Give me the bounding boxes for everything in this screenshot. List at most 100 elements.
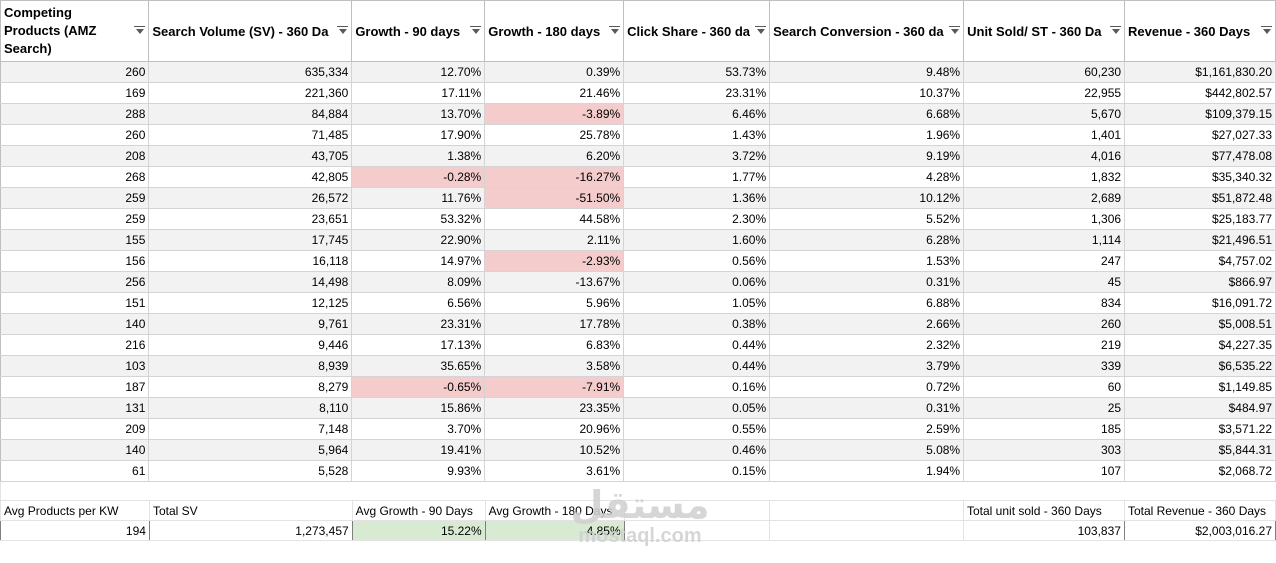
filter-dropdown-icon[interactable] bbox=[470, 26, 482, 36]
products-cell[interactable]: 140 bbox=[0, 439, 150, 461]
products-cell[interactable]: 187 bbox=[0, 376, 150, 398]
products-cell[interactable]: 259 bbox=[0, 187, 150, 209]
header-revenue[interactable]: Revenue - 360 Days bbox=[1124, 0, 1276, 62]
units-cell[interactable]: 247 bbox=[963, 250, 1126, 272]
header-search-conversion[interactable]: Search Conversion - 360 da bbox=[769, 0, 965, 62]
avg-growth-90-label[interactable]: Avg Growth - 90 Days bbox=[351, 500, 486, 521]
search-volume-cell[interactable]: 8,110 bbox=[148, 397, 353, 419]
empty-cell[interactable] bbox=[623, 500, 771, 521]
revenue-cell[interactable]: $51,872.48 bbox=[1124, 187, 1276, 209]
growth-90-cell[interactable]: 9.93% bbox=[351, 460, 486, 482]
growth-180-cell[interactable]: 0.39% bbox=[484, 61, 625, 83]
growth-180-cell[interactable]: 3.58% bbox=[484, 355, 625, 377]
search-volume-cell[interactable]: 635,334 bbox=[148, 61, 353, 83]
revenue-cell[interactable]: $442,802.57 bbox=[1124, 82, 1276, 104]
conversion-cell[interactable]: 9.48% bbox=[769, 61, 965, 83]
click-share-cell[interactable]: 1.77% bbox=[623, 166, 771, 188]
products-cell[interactable]: 216 bbox=[0, 334, 150, 356]
products-cell[interactable]: 103 bbox=[0, 355, 150, 377]
revenue-cell[interactable]: $77,478.08 bbox=[1124, 145, 1276, 167]
growth-90-cell[interactable]: 13.70% bbox=[351, 103, 486, 125]
avg-growth-180-label[interactable]: Avg Growth - 180 Days bbox=[484, 500, 625, 521]
growth-180-cell[interactable]: 3.61% bbox=[484, 460, 625, 482]
revenue-cell[interactable]: $25,183.77 bbox=[1124, 208, 1276, 230]
growth-90-cell[interactable]: -0.28% bbox=[351, 166, 486, 188]
search-volume-cell[interactable]: 8,279 bbox=[148, 376, 353, 398]
header-growth-180[interactable]: Growth - 180 days bbox=[484, 0, 625, 62]
header-unit-sold[interactable]: Unit Sold/ ST - 360 Da bbox=[963, 0, 1126, 62]
conversion-cell[interactable]: 1.96% bbox=[769, 124, 965, 146]
search-volume-cell[interactable]: 9,446 bbox=[148, 334, 353, 356]
search-volume-cell[interactable]: 9,761 bbox=[148, 313, 353, 335]
click-share-cell[interactable]: 0.05% bbox=[623, 397, 771, 419]
filter-dropdown-icon[interactable] bbox=[609, 26, 621, 36]
revenue-cell[interactable]: $35,340.32 bbox=[1124, 166, 1276, 188]
growth-180-cell[interactable]: 44.58% bbox=[484, 208, 625, 230]
search-volume-cell[interactable]: 71,485 bbox=[148, 124, 353, 146]
products-cell[interactable]: 288 bbox=[0, 103, 150, 125]
conversion-cell[interactable]: 6.28% bbox=[769, 229, 965, 251]
conversion-cell[interactable]: 0.31% bbox=[769, 271, 965, 293]
conversion-cell[interactable]: 5.08% bbox=[769, 439, 965, 461]
click-share-cell[interactable]: 0.56% bbox=[623, 250, 771, 272]
growth-90-cell[interactable]: 15.86% bbox=[351, 397, 486, 419]
click-share-cell[interactable]: 0.46% bbox=[623, 439, 771, 461]
growth-180-cell[interactable]: 20.96% bbox=[484, 418, 625, 440]
filter-dropdown-icon[interactable] bbox=[134, 26, 146, 36]
revenue-cell[interactable]: $109,379.15 bbox=[1124, 103, 1276, 125]
search-volume-cell[interactable]: 16,118 bbox=[148, 250, 353, 272]
conversion-cell[interactable]: 9.19% bbox=[769, 145, 965, 167]
revenue-cell[interactable]: $1,149.85 bbox=[1124, 376, 1276, 398]
conversion-cell[interactable]: 1.94% bbox=[769, 460, 965, 482]
units-cell[interactable]: 5,670 bbox=[963, 103, 1126, 125]
search-volume-cell[interactable]: 23,651 bbox=[148, 208, 353, 230]
growth-180-cell[interactable]: -16.27% bbox=[484, 166, 625, 188]
growth-90-cell[interactable]: 17.13% bbox=[351, 334, 486, 356]
growth-180-cell[interactable]: 2.11% bbox=[484, 229, 625, 251]
avg-products-label[interactable]: Avg Products per KW bbox=[0, 500, 150, 521]
filter-dropdown-icon[interactable] bbox=[949, 26, 961, 36]
revenue-cell[interactable]: $3,571.22 bbox=[1124, 418, 1276, 440]
products-cell[interactable]: 156 bbox=[0, 250, 150, 272]
growth-180-cell[interactable]: 5.96% bbox=[484, 292, 625, 314]
revenue-cell[interactable]: $21,496.51 bbox=[1124, 229, 1276, 251]
revenue-cell[interactable]: $1,161,830.20 bbox=[1124, 61, 1276, 83]
growth-180-cell[interactable]: -7.91% bbox=[484, 376, 625, 398]
revenue-cell[interactable]: $27,027.33 bbox=[1124, 124, 1276, 146]
units-cell[interactable]: 45 bbox=[963, 271, 1126, 293]
filter-dropdown-icon[interactable] bbox=[1110, 26, 1122, 36]
growth-90-cell[interactable]: 35.65% bbox=[351, 355, 486, 377]
revenue-cell[interactable]: $6,535.22 bbox=[1124, 355, 1276, 377]
products-cell[interactable]: 131 bbox=[0, 397, 150, 419]
search-volume-cell[interactable]: 5,964 bbox=[148, 439, 353, 461]
units-cell[interactable]: 22,955 bbox=[963, 82, 1126, 104]
filter-dropdown-icon[interactable] bbox=[1261, 26, 1272, 36]
click-share-cell[interactable]: 0.44% bbox=[623, 334, 771, 356]
revenue-cell[interactable]: $484.97 bbox=[1124, 397, 1276, 419]
growth-180-cell[interactable]: 10.52% bbox=[484, 439, 625, 461]
products-cell[interactable]: 155 bbox=[0, 229, 150, 251]
empty-cell[interactable] bbox=[623, 520, 771, 541]
click-share-cell[interactable]: 1.43% bbox=[623, 124, 771, 146]
header-click-share[interactable]: Click Share - 360 da bbox=[623, 0, 771, 62]
total-revenue-label[interactable]: Total Revenue - 360 Days bbox=[1123, 500, 1276, 521]
growth-90-cell[interactable]: 14.97% bbox=[351, 250, 486, 272]
avg-products-value[interactable]: 194 bbox=[0, 520, 150, 541]
growth-180-cell[interactable]: -13.67% bbox=[484, 271, 625, 293]
growth-180-cell[interactable]: 25.78% bbox=[484, 124, 625, 146]
search-volume-cell[interactable]: 7,148 bbox=[148, 418, 353, 440]
products-cell[interactable]: 140 bbox=[0, 313, 150, 335]
click-share-cell[interactable]: 0.44% bbox=[623, 355, 771, 377]
click-share-cell[interactable]: 2.30% bbox=[623, 208, 771, 230]
growth-180-cell[interactable]: 6.83% bbox=[484, 334, 625, 356]
revenue-cell[interactable]: $2,068.72 bbox=[1124, 460, 1276, 482]
total-revenue-value[interactable]: $2,003,016.27 bbox=[1123, 520, 1276, 541]
total-sv-value[interactable]: 1,273,457 bbox=[148, 520, 353, 541]
click-share-cell[interactable]: 1.36% bbox=[623, 187, 771, 209]
growth-90-cell[interactable]: 11.76% bbox=[351, 187, 486, 209]
search-volume-cell[interactable]: 43,705 bbox=[148, 145, 353, 167]
conversion-cell[interactable]: 3.79% bbox=[769, 355, 965, 377]
filter-dropdown-icon[interactable] bbox=[337, 26, 349, 36]
growth-90-cell[interactable]: 1.38% bbox=[351, 145, 486, 167]
header-competing-products[interactable]: Competing Products (AMZ Search) bbox=[0, 0, 150, 62]
